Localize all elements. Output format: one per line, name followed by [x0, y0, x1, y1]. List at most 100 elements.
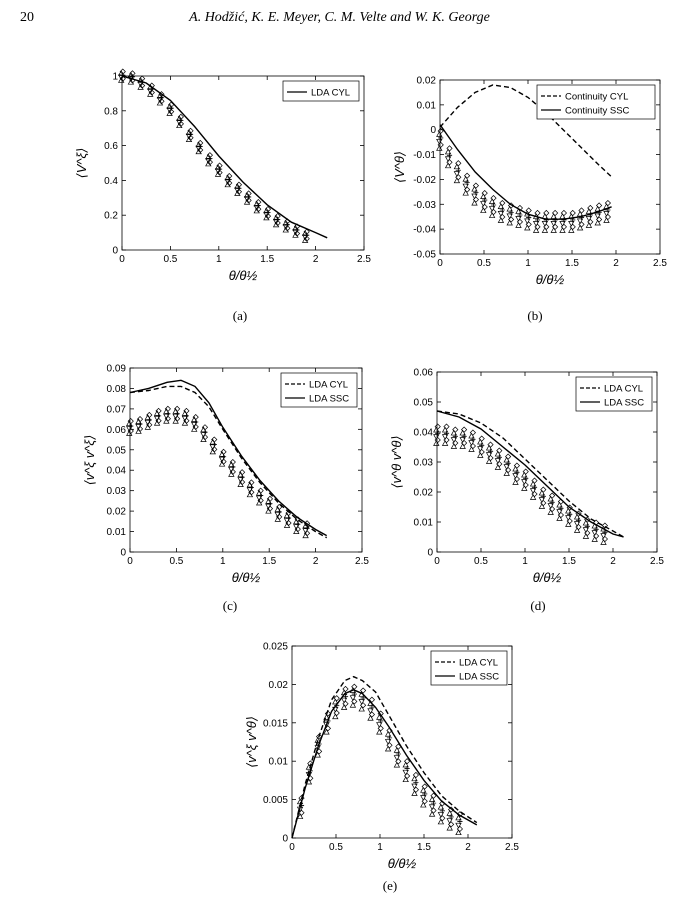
data-point [550, 227, 557, 233]
data-point [234, 190, 241, 196]
data-point [229, 458, 236, 466]
data-point [560, 209, 567, 217]
x-tick-label: 0 [119, 254, 125, 265]
data-point [174, 405, 181, 412]
data-point [436, 145, 443, 151]
data-point [293, 230, 301, 237]
legend-label: LDA CYL [311, 88, 350, 99]
data-point [393, 761, 401, 768]
data-points [118, 68, 310, 243]
data-point [205, 160, 212, 167]
caption-d: (d) [530, 598, 546, 613]
data-point [119, 75, 126, 82]
data-point [496, 447, 503, 454]
x-tick-label: 2.5 [355, 556, 369, 567]
y-tick-label: -0.02 [413, 175, 436, 186]
data-point [292, 224, 299, 231]
data-point [506, 213, 513, 220]
plot-frame [291, 645, 513, 839]
data-point [523, 475, 529, 481]
data-point [485, 444, 493, 451]
data-point [591, 536, 598, 542]
legend-box [536, 84, 656, 120]
data-point [428, 810, 436, 817]
data-point [156, 99, 164, 106]
data-point [437, 803, 445, 810]
y-tick-label: 0.07 [107, 404, 127, 415]
data-point [506, 205, 513, 212]
plot-frame [121, 75, 365, 251]
data-point [538, 489, 546, 496]
data-point [450, 443, 458, 449]
data-point [450, 429, 458, 436]
x-tick-label: 0.5 [329, 842, 343, 853]
data-point [573, 527, 581, 533]
data-point [195, 148, 202, 155]
y-tick-label: 1 [112, 72, 118, 83]
data-point [404, 772, 411, 780]
caption-e: (e) [382, 878, 398, 893]
data-point [301, 237, 309, 243]
data-point [487, 448, 494, 454]
data-point [263, 214, 270, 221]
data-point [543, 217, 549, 223]
data-point [538, 497, 546, 504]
data-point [332, 713, 339, 720]
data-point [148, 89, 155, 96]
x-tick-label: 1.5 [565, 258, 579, 269]
data-point [430, 792, 437, 799]
data-point [433, 440, 440, 446]
data-point [296, 813, 304, 819]
legend-label: LDA CYL [459, 658, 498, 669]
x-tick-label: 1 [220, 556, 226, 567]
data-point [284, 225, 291, 232]
data-point [521, 471, 528, 478]
data-point [342, 700, 349, 707]
data-point [272, 221, 280, 228]
data-point [292, 231, 299, 238]
data-point [404, 758, 411, 765]
data-point [263, 207, 270, 214]
data-point [603, 211, 610, 217]
data-point [155, 407, 162, 415]
data-point [272, 214, 280, 221]
data-point [446, 818, 453, 824]
data-point [421, 783, 428, 790]
data-point [494, 450, 502, 457]
x-tick-label: 2.5 [357, 254, 371, 265]
data-point [127, 71, 135, 78]
data-point [185, 136, 193, 142]
y-tick-label: 0.4 [104, 176, 118, 187]
data-point [301, 230, 309, 236]
data-point [487, 441, 494, 448]
data-point [503, 464, 510, 471]
series-line-1 [129, 379, 328, 537]
data-point [462, 183, 469, 190]
y-tick-label: 0 [120, 548, 126, 559]
data-point [274, 212, 281, 220]
series-line-1 [436, 410, 624, 538]
y-tick-label: 0.005 [263, 795, 288, 806]
data-point [603, 217, 610, 223]
data-point [556, 509, 563, 516]
data-point [176, 122, 183, 129]
data-point [285, 510, 292, 517]
data-point [550, 220, 557, 227]
plot-frame [439, 79, 661, 255]
data-point [485, 458, 493, 464]
y-axis-label: ⟨v^ξ v^θ⟩ [244, 716, 259, 768]
data-point [323, 728, 330, 735]
data-point [455, 829, 462, 836]
data-point [524, 218, 531, 225]
data-point [462, 175, 469, 182]
data-point [441, 426, 449, 433]
data-point [488, 198, 496, 204]
data-point [324, 725, 331, 732]
data-point [187, 134, 194, 141]
data-point [298, 809, 305, 816]
y-tick-label: -0.03 [413, 200, 436, 211]
data-point [395, 758, 402, 765]
data-point [243, 198, 251, 205]
data-point [461, 433, 467, 439]
data-point [368, 696, 375, 703]
